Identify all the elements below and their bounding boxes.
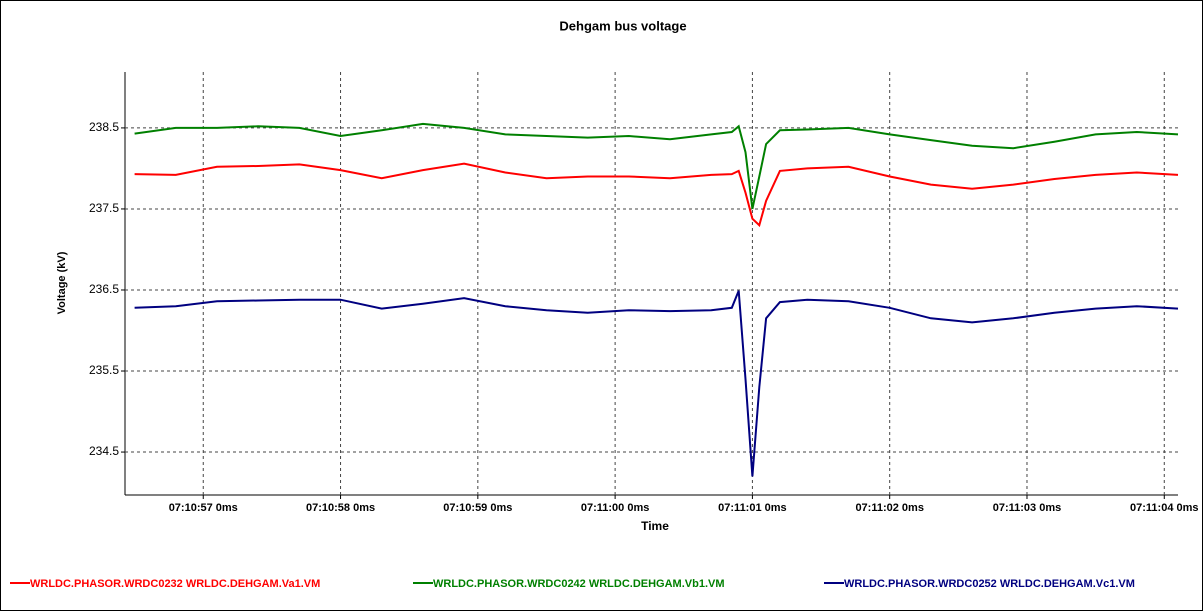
legend-label: WRLDC.PHASOR.WRDC0242 WRLDC.DEHGAM.Vb1.V… xyxy=(433,578,725,590)
y-tick-label: 234.5 xyxy=(89,444,119,458)
x-tick-label: 07:11:04 0ms xyxy=(1130,502,1199,514)
x-tick-label: 07:11:01 0ms xyxy=(718,502,787,514)
x-axis-label: Time xyxy=(641,519,669,533)
x-tick-label: 07:10:59 0ms xyxy=(443,502,512,514)
series-line xyxy=(134,162,1179,228)
y-tick-label: 238.5 xyxy=(89,120,119,134)
legend-label: WRLDC.PHASOR.WRDC0232 WRLDC.DEHGAM.Va1.V… xyxy=(30,578,320,590)
y-axis-label: Voltage (kV) xyxy=(56,251,68,314)
series-line xyxy=(134,122,1179,210)
x-tick-label: 07:11:00 0ms xyxy=(581,502,650,514)
x-tick-label: 07:10:57 0ms xyxy=(169,502,238,514)
y-tick-label: 236.5 xyxy=(89,282,119,296)
legend-label: WRLDC.PHASOR.WRDC0252 WRLDC.DEHGAM.Vc1.V… xyxy=(844,578,1135,590)
y-tick-label: 237.5 xyxy=(89,201,119,215)
chart-title: Dehgam bus voltage xyxy=(559,18,686,33)
x-tick-label: 07:10:58 0ms xyxy=(306,502,375,514)
x-tick-label: 07:11:03 0ms xyxy=(993,502,1062,514)
series-line xyxy=(134,290,1179,477)
x-tick-label: 07:11:02 0ms xyxy=(855,502,924,514)
y-tick-label: 235.5 xyxy=(89,363,119,377)
